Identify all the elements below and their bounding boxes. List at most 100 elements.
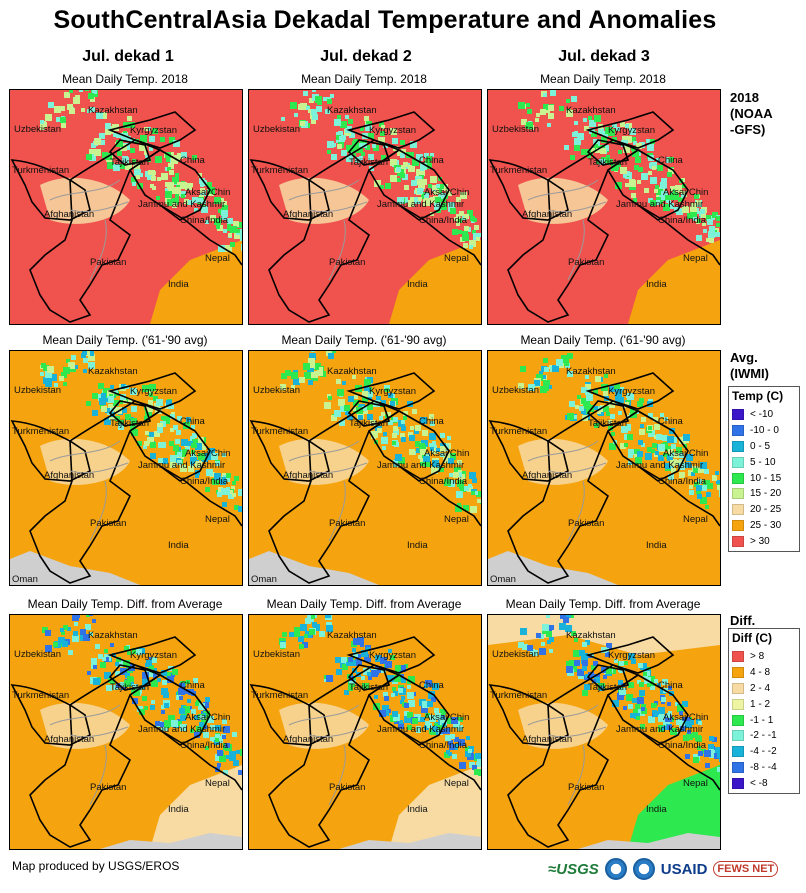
terrain-cell: [587, 154, 591, 158]
terrain-cell: [582, 666, 587, 671]
river: [89, 219, 107, 281]
terrain-cell: [144, 151, 148, 155]
terrain-cell: [212, 478, 219, 485]
terrain-cell: [308, 109, 312, 113]
terrain-cell: [716, 216, 720, 221]
terrain-cell: [45, 380, 52, 387]
legend-item: 15 - 20: [732, 486, 796, 502]
terrain-cell: [567, 615, 571, 618]
terrain-cell: [221, 488, 228, 495]
map-label: Kazakhstan: [566, 630, 616, 641]
terrain-cell: [88, 362, 95, 369]
terrain-cell: [412, 159, 419, 166]
terrain-cell: [104, 657, 109, 662]
terrain-cell: [337, 389, 344, 396]
terrain-cell: [363, 668, 370, 675]
map-label: Turkmenistan: [251, 690, 308, 701]
terrain-cell: [154, 431, 160, 437]
river: [69, 201, 129, 213]
terrain-cell: [398, 723, 404, 729]
terrain-cell: [707, 483, 713, 489]
terrain-cell: [219, 476, 224, 481]
terrain-cell: [696, 200, 701, 205]
terrain-cell: [388, 393, 393, 398]
terrain-cell: [328, 353, 334, 359]
terrain-cell: [58, 637, 65, 644]
terrain-cell: [223, 726, 230, 733]
map-panel: Kazakhstan Uzbekistan Kyrgyzstan Turkmenist…: [248, 350, 482, 586]
terrain-cell: [202, 446, 206, 450]
terrain-cell: [187, 699, 191, 703]
terrain-cell: [190, 436, 195, 441]
terrain-cell: [116, 660, 123, 667]
terrain-cell: [436, 184, 440, 188]
terrain-cell: [336, 135, 341, 140]
country-border: [107, 372, 197, 410]
terrain-cell: [179, 696, 183, 700]
terrain-cell: [655, 451, 659, 455]
terrain-cell: [381, 437, 388, 444]
terrain-cell: [302, 642, 308, 648]
legend-label: 25 - 30: [750, 519, 782, 531]
terrain-cell: [429, 433, 436, 440]
terrain-cell: [170, 152, 174, 156]
terrain-cell: [188, 200, 193, 205]
terrain-cell: [641, 707, 645, 711]
terrain-cell: [698, 751, 703, 756]
terrain-cell: [473, 233, 480, 240]
terrain-cell: [186, 680, 190, 684]
terrain-cell: [151, 700, 155, 704]
diff-legend-title: Diff (C): [732, 631, 772, 645]
terrain-cell: [142, 679, 149, 686]
terrain-cell: [194, 208, 198, 212]
terrain-cell: [661, 196, 665, 200]
terrain-cell: [709, 226, 715, 232]
terrain-cell: [717, 485, 720, 490]
country-border: [507, 139, 640, 323]
country-border: [637, 729, 720, 791]
terrain-cell: [409, 449, 415, 455]
terrain-cell: [526, 103, 530, 107]
map-label: Kazakhstan: [327, 630, 377, 641]
map-caption: Mean Daily Temp. 2018: [62, 72, 188, 86]
terrain-cell: [448, 480, 455, 487]
terrain-cell: [311, 371, 318, 378]
terrain-cell: [594, 677, 600, 683]
country-border: [108, 664, 152, 691]
terrain-cell: [312, 90, 316, 92]
terrain-cell: [367, 672, 371, 676]
terrain-cell: [417, 188, 423, 194]
terrain-cell: [367, 404, 373, 410]
terrain-cell: [701, 485, 707, 491]
country-border: [367, 149, 450, 221]
terrain-cell: [116, 140, 123, 147]
page-title: SouthCentralAsia Dekadal Temperature and…: [53, 6, 717, 34]
terrain-cell: [520, 366, 526, 372]
terrain-cell: [690, 212, 697, 219]
terrain-cell: [709, 749, 714, 754]
terrain-cell: [416, 154, 423, 161]
country-border: [268, 139, 401, 323]
terrain-cell: [542, 375, 546, 379]
column-header-dekad-3: Jul. dekad 3: [558, 48, 650, 65]
terrain-cell: [352, 145, 359, 152]
terrain-cell: [371, 431, 378, 438]
terrain-cell: [469, 245, 473, 249]
terrain-cell: [623, 174, 627, 178]
terrain-cell: [193, 678, 198, 683]
terrain-cell: [195, 702, 199, 706]
region-afghan-plateau: [279, 438, 369, 485]
terrain-cell: [414, 429, 419, 434]
terrain-cell: [198, 198, 203, 203]
terrain-cell: [575, 405, 579, 409]
legend-swatch: [732, 425, 744, 437]
terrain-cell: [388, 420, 393, 425]
river: [567, 219, 585, 281]
country-border: [346, 636, 436, 674]
terrain-cell: [130, 425, 136, 431]
terrain-cell: [717, 767, 720, 772]
terrain-cell: [365, 124, 372, 131]
terrain-cell: [285, 370, 291, 376]
terrain-cell: [619, 661, 624, 666]
terrain-cell: [589, 120, 596, 127]
